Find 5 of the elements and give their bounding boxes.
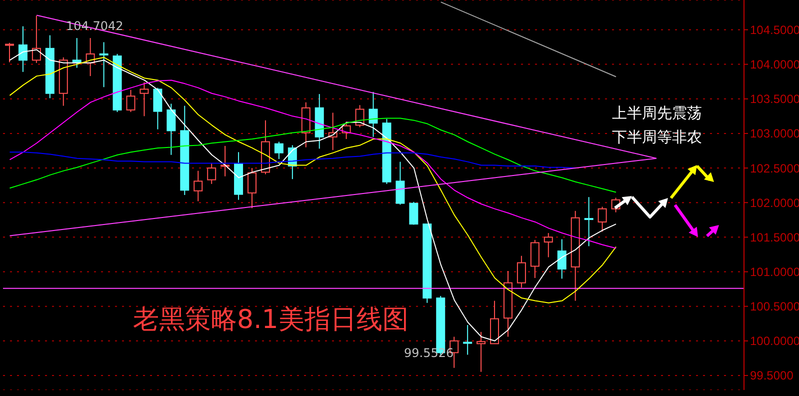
annotation: 上半周先震荡	[612, 104, 702, 123]
y-tick-label: 99.5000	[750, 368, 794, 383]
annotation: 99.5526	[404, 346, 454, 360]
text: 老黑策略8.1美指日线图	[133, 304, 408, 337]
annotation: 下半周等非农	[612, 128, 702, 147]
